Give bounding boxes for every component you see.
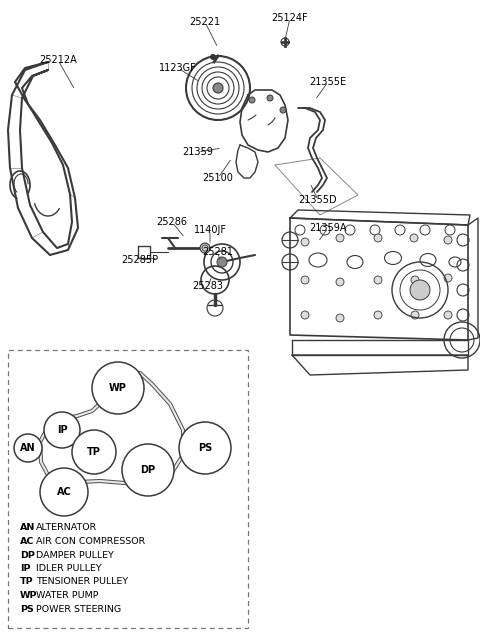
Circle shape <box>374 234 382 242</box>
Text: TP: TP <box>20 578 34 586</box>
Circle shape <box>336 278 344 286</box>
Circle shape <box>280 107 286 113</box>
Circle shape <box>179 422 231 474</box>
Circle shape <box>336 314 344 322</box>
Circle shape <box>249 97 255 103</box>
Circle shape <box>122 444 174 496</box>
Circle shape <box>210 54 216 60</box>
Text: 1140JF: 1140JF <box>193 225 227 235</box>
Circle shape <box>411 276 419 284</box>
Circle shape <box>213 83 223 93</box>
Text: PS: PS <box>198 443 212 453</box>
Circle shape <box>336 234 344 242</box>
Text: WATER PUMP: WATER PUMP <box>36 591 98 600</box>
Text: DP: DP <box>141 465 156 475</box>
Circle shape <box>267 95 273 101</box>
Circle shape <box>14 434 42 462</box>
Text: 25212A: 25212A <box>39 55 77 65</box>
Text: 25221: 25221 <box>190 17 221 27</box>
Text: TP: TP <box>87 447 101 457</box>
Circle shape <box>374 276 382 284</box>
Circle shape <box>200 243 210 253</box>
Text: AC: AC <box>20 537 35 546</box>
Text: AN: AN <box>20 443 36 453</box>
Text: DAMPER PULLEY: DAMPER PULLEY <box>36 550 114 559</box>
Text: 21355D: 21355D <box>299 195 337 205</box>
Text: PS: PS <box>20 604 34 614</box>
Circle shape <box>411 311 419 319</box>
Circle shape <box>444 236 452 244</box>
Circle shape <box>72 430 116 474</box>
Bar <box>8 350 248 628</box>
Circle shape <box>301 276 309 284</box>
Text: 25281: 25281 <box>203 247 233 257</box>
Circle shape <box>217 257 227 267</box>
Text: 25124F: 25124F <box>272 13 308 23</box>
Circle shape <box>301 311 309 319</box>
Text: WP: WP <box>109 383 127 393</box>
Text: TENSIONER PULLEY: TENSIONER PULLEY <box>36 578 128 586</box>
Text: WP: WP <box>20 591 37 600</box>
Text: 25286: 25286 <box>156 217 188 227</box>
Text: IP: IP <box>20 564 31 573</box>
Text: IP: IP <box>57 425 67 435</box>
Text: POWER STEERING: POWER STEERING <box>36 604 121 614</box>
Text: AIR CON COMPRESSOR: AIR CON COMPRESSOR <box>36 537 145 546</box>
Text: 25100: 25100 <box>203 173 233 183</box>
Text: DP: DP <box>20 550 35 559</box>
Circle shape <box>410 280 430 300</box>
Circle shape <box>92 362 144 414</box>
Circle shape <box>444 311 452 319</box>
Text: 21359A: 21359A <box>309 223 347 233</box>
Circle shape <box>374 311 382 319</box>
Circle shape <box>40 468 88 516</box>
Text: ALTERNATOR: ALTERNATOR <box>36 524 97 533</box>
Circle shape <box>301 238 309 246</box>
Circle shape <box>44 412 80 448</box>
Text: IDLER PULLEY: IDLER PULLEY <box>36 564 102 573</box>
Circle shape <box>444 274 452 282</box>
Text: 25283: 25283 <box>192 281 224 291</box>
Text: AC: AC <box>57 487 72 497</box>
Circle shape <box>410 234 418 242</box>
Text: 1123GF: 1123GF <box>159 63 197 73</box>
Text: 21355E: 21355E <box>310 77 347 87</box>
Text: AN: AN <box>20 524 36 533</box>
Text: 21359: 21359 <box>182 147 214 157</box>
Text: 25285P: 25285P <box>121 255 158 265</box>
